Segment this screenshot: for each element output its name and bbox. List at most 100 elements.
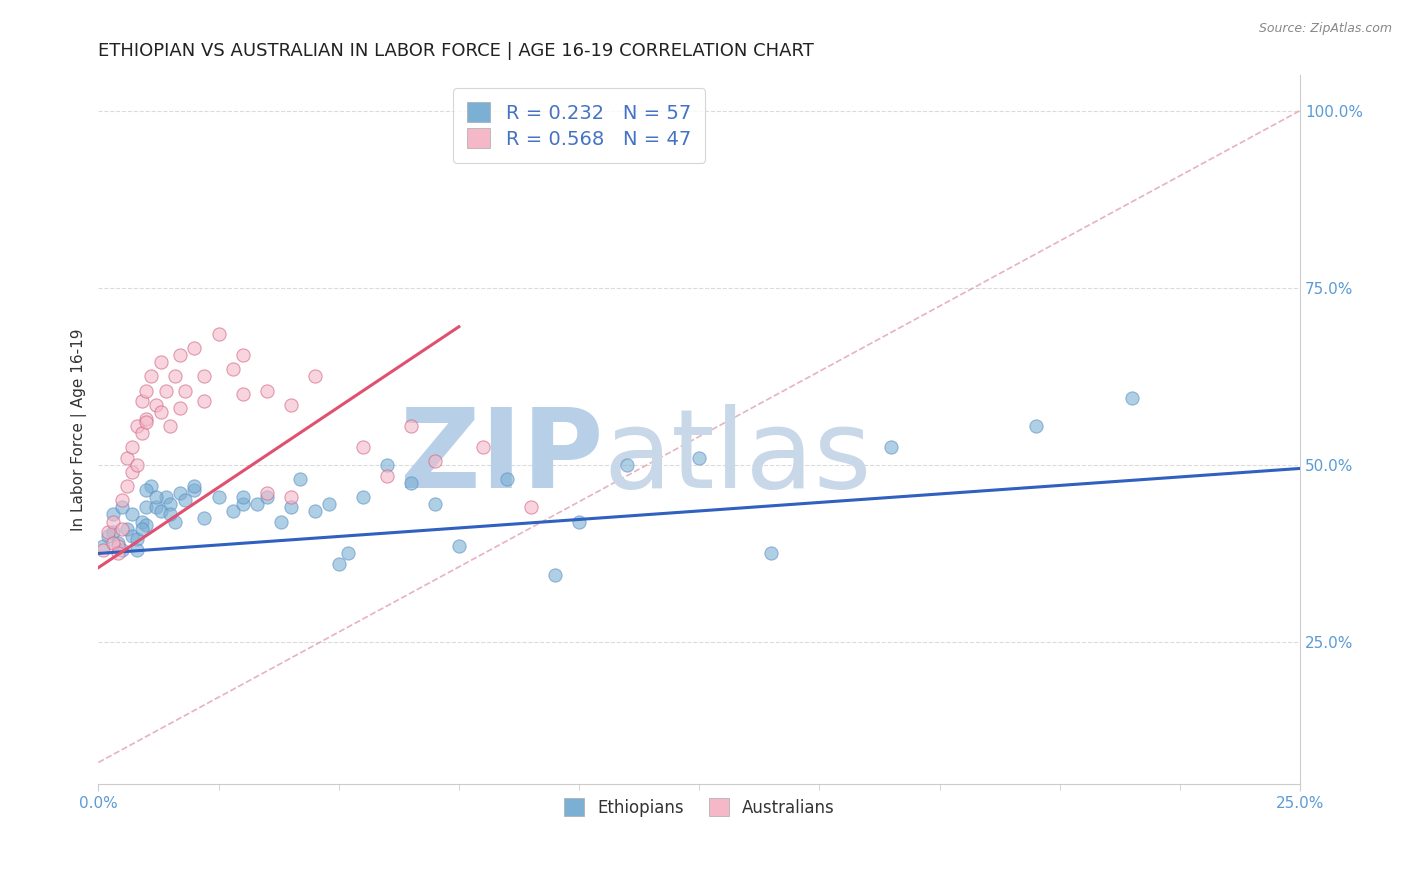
Point — [107, 540, 129, 554]
Point — [280, 398, 302, 412]
Point — [246, 497, 269, 511]
Point — [121, 440, 143, 454]
Point — [193, 511, 215, 525]
Point — [193, 369, 215, 384]
Point — [97, 529, 120, 543]
Point — [328, 557, 350, 571]
Point — [121, 465, 143, 479]
Point — [207, 490, 229, 504]
Point — [183, 479, 205, 493]
Point — [1025, 418, 1047, 433]
Point — [131, 522, 153, 536]
Point — [761, 546, 783, 560]
Point — [141, 369, 163, 384]
Point — [520, 500, 543, 515]
Point — [423, 497, 446, 511]
Point — [149, 405, 172, 419]
Point — [155, 384, 177, 398]
Point — [304, 369, 326, 384]
Text: atlas: atlas — [603, 404, 872, 511]
Point — [193, 394, 215, 409]
Point — [1121, 391, 1143, 405]
Point — [173, 493, 195, 508]
Point — [337, 546, 360, 560]
Point — [375, 468, 398, 483]
Point — [135, 483, 157, 497]
Point — [423, 454, 446, 468]
Point — [165, 369, 187, 384]
Point — [91, 540, 114, 554]
Point — [135, 518, 157, 533]
Point — [270, 515, 292, 529]
Point — [131, 515, 153, 529]
Point — [125, 418, 148, 433]
Text: ZIP: ZIP — [399, 404, 603, 511]
Point — [169, 401, 191, 416]
Point — [169, 486, 191, 500]
Point — [101, 525, 124, 540]
Point — [688, 450, 710, 465]
Point — [471, 440, 494, 454]
Point — [125, 458, 148, 472]
Legend: Ethiopians, Australians: Ethiopians, Australians — [555, 790, 844, 825]
Point — [447, 540, 470, 554]
Point — [101, 536, 124, 550]
Point — [256, 486, 278, 500]
Point — [290, 472, 312, 486]
Point — [131, 394, 153, 409]
Point — [145, 500, 167, 515]
Point — [131, 425, 153, 440]
Point — [222, 504, 245, 518]
Point — [125, 533, 148, 547]
Point — [544, 567, 567, 582]
Point — [145, 398, 167, 412]
Point — [280, 490, 302, 504]
Point — [352, 490, 374, 504]
Point — [107, 536, 129, 550]
Point — [135, 500, 157, 515]
Point — [111, 493, 134, 508]
Point — [232, 490, 254, 504]
Point — [97, 525, 120, 540]
Point — [107, 546, 129, 560]
Point — [207, 326, 229, 341]
Point — [115, 522, 138, 536]
Point — [159, 418, 181, 433]
Point — [256, 490, 278, 504]
Point — [496, 472, 519, 486]
Point — [125, 543, 148, 558]
Point — [145, 490, 167, 504]
Point — [568, 515, 591, 529]
Point — [115, 479, 138, 493]
Point — [352, 440, 374, 454]
Point — [149, 355, 172, 369]
Point — [232, 387, 254, 401]
Point — [135, 412, 157, 426]
Point — [91, 543, 114, 558]
Point — [232, 497, 254, 511]
Point — [173, 384, 195, 398]
Point — [111, 543, 134, 558]
Point — [616, 458, 638, 472]
Point — [135, 416, 157, 430]
Point — [115, 450, 138, 465]
Point — [141, 479, 163, 493]
Point — [232, 348, 254, 362]
Point — [111, 522, 134, 536]
Point — [121, 529, 143, 543]
Point — [880, 440, 903, 454]
Point — [165, 515, 187, 529]
Point — [101, 508, 124, 522]
Point — [111, 500, 134, 515]
Point — [149, 504, 172, 518]
Point — [280, 500, 302, 515]
Text: ETHIOPIAN VS AUSTRALIAN IN LABOR FORCE | AGE 16-19 CORRELATION CHART: ETHIOPIAN VS AUSTRALIAN IN LABOR FORCE |… — [98, 42, 814, 60]
Point — [135, 384, 157, 398]
Text: Source: ZipAtlas.com: Source: ZipAtlas.com — [1258, 22, 1392, 36]
Point — [159, 497, 181, 511]
Point — [256, 384, 278, 398]
Point — [304, 504, 326, 518]
Point — [101, 515, 124, 529]
Point — [155, 490, 177, 504]
Point — [183, 341, 205, 355]
